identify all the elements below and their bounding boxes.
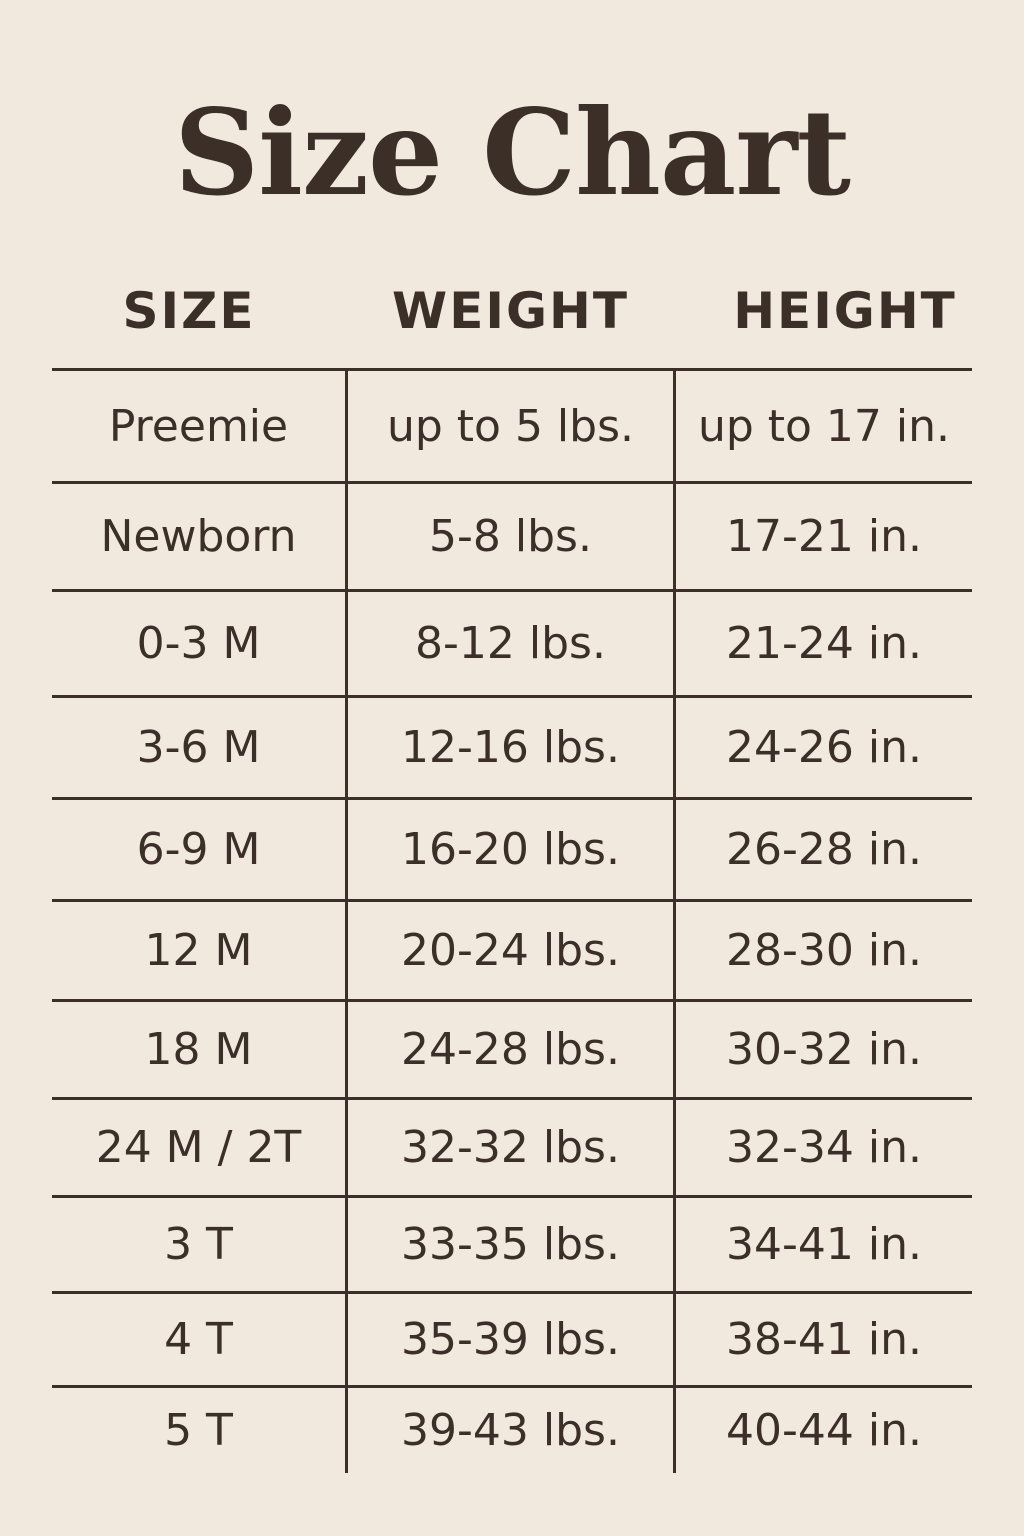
cell-size: 24 M / 2T bbox=[52, 1100, 349, 1195]
column-header-size: SIZE bbox=[122, 282, 256, 340]
table-row: 5 T 39-43 lbs. 40-44 in. bbox=[52, 1385, 972, 1473]
page-title: Size Chart bbox=[173, 83, 851, 222]
cell-height: 30-32 in. bbox=[726, 1024, 922, 1075]
cell-height: 34-41 in. bbox=[726, 1219, 922, 1270]
table-row: 12 M 20-24 lbs. 28-30 in. bbox=[52, 899, 972, 999]
size-table: Preemie up to 5 lbs. up to 17 in. Newborn 5-… bbox=[52, 368, 972, 1473]
cell-height: 17-21 in. bbox=[726, 511, 922, 562]
cell-size: 3 T bbox=[52, 1198, 349, 1291]
table-row: Newborn 5-8 lbs. 17-21 in. bbox=[52, 481, 972, 589]
cell-size: 3-6 M bbox=[52, 698, 349, 797]
cell-height: up to 17 in. bbox=[697, 400, 950, 452]
cell-weight: 32-32 lbs. bbox=[348, 1100, 676, 1195]
cell-weight: 5-8 lbs. bbox=[348, 484, 676, 589]
cell-weight: 24-28 lbs. bbox=[348, 1002, 676, 1097]
cell-weight: 16-20 lbs. bbox=[348, 800, 676, 899]
cell-height: 32-34 in. bbox=[726, 1122, 922, 1173]
cell-height: 26-28 in. bbox=[726, 824, 922, 875]
table-row: 24 M / 2T 32-32 lbs. 32-34 in. bbox=[52, 1097, 972, 1195]
table-row: 4 T 35-39 lbs. 38-41 in. bbox=[52, 1291, 972, 1385]
cell-height: 24-26 in. bbox=[726, 722, 922, 773]
cell-height: 40-44 in. bbox=[726, 1405, 922, 1456]
table-row: 3 T 33-35 lbs. 34-41 in. bbox=[52, 1195, 972, 1291]
cell-height: 21-24 in. bbox=[726, 618, 922, 669]
cell-size: 12 M bbox=[52, 902, 349, 999]
cell-size: 0-3 M bbox=[52, 592, 349, 695]
cell-size: 18 M bbox=[52, 1002, 349, 1097]
table-row: 0-3 M 8-12 lbs. 21-24 in. bbox=[52, 589, 972, 695]
cell-size: Preemie bbox=[52, 371, 349, 481]
cell-height: 28-30 in. bbox=[726, 925, 922, 976]
cell-weight: 39-43 lbs. bbox=[348, 1388, 676, 1473]
column-header-height: HEIGHT bbox=[733, 282, 957, 340]
cell-size: 5 T bbox=[52, 1388, 349, 1473]
cell-weight: 20-24 lbs. bbox=[348, 902, 676, 999]
column-header-weight: WEIGHT bbox=[392, 282, 629, 340]
cell-weight: 33-35 lbs. bbox=[348, 1198, 676, 1291]
cell-size: 6-9 M bbox=[52, 800, 349, 899]
cell-weight: 8-12 lbs. bbox=[348, 592, 676, 695]
table-row: 18 M 24-28 lbs. 30-32 in. bbox=[52, 999, 972, 1097]
cell-weight: 12-16 lbs. bbox=[348, 698, 676, 797]
cell-weight: up to 5 lbs. bbox=[348, 371, 676, 481]
cell-size: Newborn bbox=[52, 484, 349, 589]
cell-size: 4 T bbox=[52, 1294, 349, 1385]
cell-weight: 35-39 lbs. bbox=[348, 1294, 676, 1385]
cell-height: 38-41 in. bbox=[726, 1314, 922, 1365]
table-row: 3-6 M 12-16 lbs. 24-26 in. bbox=[52, 695, 972, 797]
table-row: 6-9 M 16-20 lbs. 26-28 in. bbox=[52, 797, 972, 899]
table-row: Preemie up to 5 lbs. up to 17 in. bbox=[52, 368, 972, 481]
